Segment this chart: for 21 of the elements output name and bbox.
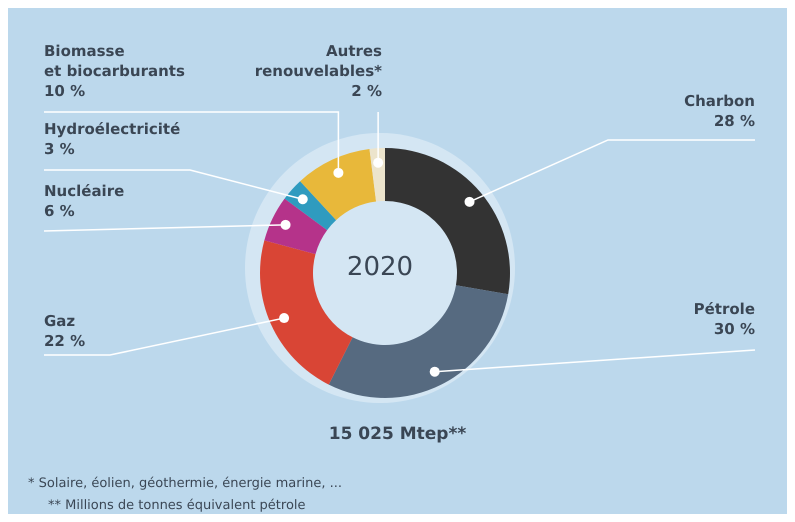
slice-label: Charbon <box>684 92 755 110</box>
text: 15 025 Mtep** <box>328 424 468 444</box>
donut-slice <box>328 285 508 398</box>
text: 2020 <box>346 252 414 282</box>
data-label: 2 % <box>351 82 382 100</box>
donut-slice <box>264 198 328 254</box>
slice-label: Pétrole <box>694 300 755 318</box>
text: * Solaire, éolien, géothermie, énergie marine, ... <box>28 476 342 491</box>
data-label: 3 % <box>44 140 75 158</box>
data-label: 10 % <box>44 82 86 100</box>
slice-label: Autres renouvelables* <box>254 42 382 80</box>
slice-label: Hydroélectricité <box>44 120 180 138</box>
data-label: 22 % <box>44 332 86 350</box>
slice-label: Biomasse et biocarburants <box>44 42 185 80</box>
slice-label: Nucléaire <box>44 182 124 200</box>
data-label: 28 % <box>714 112 755 130</box>
donut-slice <box>300 148 376 220</box>
data-label: 30 % <box>714 320 755 338</box>
text: ** Millions de tonnes équivalent pétrole <box>48 498 306 513</box>
slice-label: Gaz <box>44 312 76 330</box>
data-label: 6 % <box>44 202 75 220</box>
